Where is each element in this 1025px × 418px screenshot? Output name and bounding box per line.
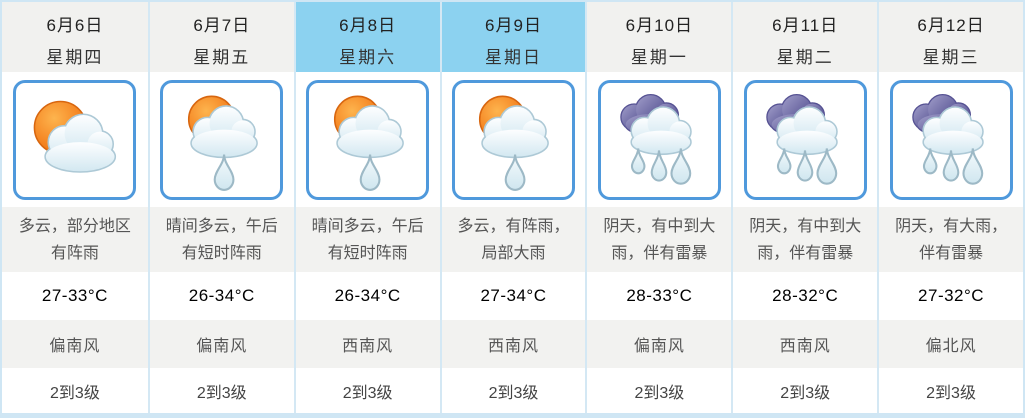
dark-cloud-heavy-rain-icon	[743, 79, 867, 200]
temperature-range: 27-32°C	[879, 272, 1023, 320]
sun-cloud-rain-icon	[306, 79, 430, 200]
date-label: 6月7日	[193, 15, 251, 35]
weekday-label: 星期四	[46, 47, 104, 67]
weekday-label: 星期一	[630, 47, 688, 67]
weather-icon-cell	[295, 72, 440, 207]
date-label: 6月8日	[339, 15, 397, 35]
date-header: 6月10日 星期一	[587, 2, 732, 72]
forecast-day-column: 6月8日 星期六 晴间多云，午后有短时阵雨 26-34°C 西南风 2到3级	[293, 2, 440, 413]
wind-direction: 西南风	[733, 320, 878, 368]
forecast-day-column: 6月10日 星期一 阴天，有中到大雨，伴有雷暴 28-33°C 偏南风 2到3级	[585, 2, 732, 413]
date-header: 6月9日 星期日	[441, 2, 586, 72]
weather-description: 多云，有阵雨，局部大雨	[441, 207, 586, 272]
forecast-day-column: 6月11日 星期二 阴天，有中到大雨，伴有雷暴 28-32°C 西南风 2到3级	[731, 2, 878, 413]
wind-level: 2到3级	[149, 368, 294, 413]
date-label: 6月10日	[625, 15, 694, 35]
weekday-label: 星期五	[193, 47, 251, 67]
temperature-range: 28-32°C	[733, 272, 878, 320]
weather-description: 多云，部分地区有阵雨	[2, 207, 148, 272]
weather-description: 阴天，有中到大雨，伴有雷暴	[733, 207, 878, 272]
forecast-day-column: 6月12日 星期三 阴天，有大雨，伴有雷暴 27-32°C 偏北风 2到3级	[877, 2, 1023, 413]
weather-icon-cell	[149, 72, 294, 207]
weather-icon-cell	[2, 72, 148, 207]
date-label: 6月6日	[46, 15, 104, 35]
wind-level: 2到3级	[879, 368, 1023, 413]
date-label: 6月12日	[917, 15, 985, 35]
temperature-range: 27-33°C	[2, 272, 148, 320]
date-header: 6月11日 星期二	[733, 2, 878, 72]
wind-direction: 偏北风	[879, 320, 1023, 368]
date-label: 6月9日	[485, 15, 542, 35]
date-label: 6月11日	[772, 15, 839, 35]
forecast-day-column: 6月6日 星期四 多云，部分地区有阵雨 27-33°C 偏南风 2到3级	[2, 2, 148, 413]
weekday-label: 星期二	[776, 47, 834, 67]
weather-icon-cell	[441, 72, 586, 207]
wind-level: 2到3级	[733, 368, 878, 413]
weekday-label: 星期日	[484, 47, 542, 67]
date-header: 6月6日 星期四	[2, 2, 148, 72]
wind-direction: 偏南风	[587, 320, 732, 368]
wind-level: 2到3级	[587, 368, 732, 413]
dark-cloud-heavy-rain-icon	[597, 79, 721, 200]
dark-cloud-heavy-rain-icon	[889, 79, 1013, 200]
weather-icon-cell	[733, 72, 878, 207]
weather-description: 阴天，有中到大雨，伴有雷暴	[587, 207, 732, 272]
wind-direction: 西南风	[441, 320, 586, 368]
wind-level: 2到3级	[295, 368, 440, 413]
wind-direction: 偏南风	[149, 320, 294, 368]
sun-cloud-rain-icon	[160, 79, 284, 200]
wind-direction: 偏南风	[2, 320, 148, 368]
wind-level: 2到3级	[441, 368, 586, 413]
weather-description: 晴间多云，午后有短时阵雨	[295, 207, 440, 272]
sun-cloud-icon	[13, 79, 137, 200]
weekday-label: 星期三	[922, 47, 980, 67]
date-header: 6月7日 星期五	[149, 2, 294, 72]
weekday-label: 星期六	[339, 47, 397, 67]
sun-cloud-rain-icon	[451, 79, 575, 200]
forecast-day-column: 6月9日 星期日 多云，有阵雨，局部大雨 27-34°C 西南风 2到3级	[439, 2, 586, 413]
weather-description: 阴天，有大雨，伴有雷暴	[879, 207, 1023, 272]
weather-icon-cell	[879, 72, 1023, 207]
temperature-range: 28-33°C	[587, 272, 732, 320]
weather-icon-cell	[587, 72, 732, 207]
weather-description: 晴间多云，午后有短时阵雨	[149, 207, 294, 272]
date-header: 6月12日 星期三	[879, 2, 1023, 72]
wind-level: 2到3级	[2, 368, 148, 413]
temperature-range: 27-34°C	[441, 272, 586, 320]
date-header: 6月8日 星期六	[295, 2, 440, 72]
wind-direction: 西南风	[295, 320, 440, 368]
temperature-range: 26-34°C	[149, 272, 294, 320]
forecast-day-column: 6月7日 星期五 晴间多云，午后有短时阵雨 26-34°C 偏南风 2到3级	[147, 2, 294, 413]
temperature-range: 26-34°C	[295, 272, 440, 320]
